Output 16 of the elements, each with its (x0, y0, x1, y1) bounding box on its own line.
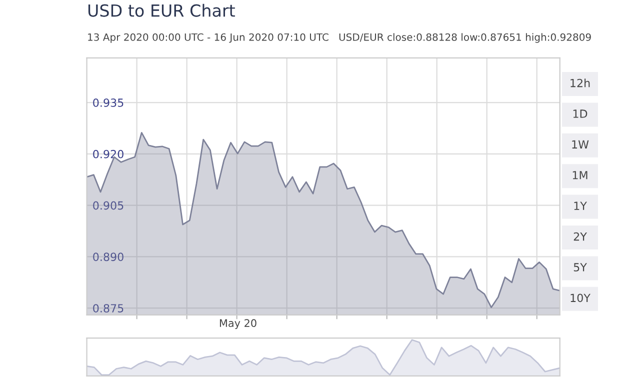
y-tick-label: 0.905 (93, 201, 124, 210)
text: 1M (572, 171, 588, 180)
text: 1W (572, 140, 589, 148)
text: 1Y (574, 202, 587, 210)
text: 12h (570, 78, 590, 88)
y-tick-label: 0.935 (93, 98, 124, 107)
y-tick-label: 0.890 (93, 252, 124, 262)
chart-subtitle: 13 Apr 2020 00:00 UTC - 16 Jun 2020 07:10 UTC USD/EUR close:0.88128 low:0.87651 high:0.92809 (88, 33, 591, 43)
text: May 20 (220, 319, 256, 330)
y-tick-label: 0.920 (93, 150, 124, 158)
text: 1D (573, 110, 588, 118)
y-tick-label: 0.875 (93, 304, 124, 312)
text: 10Y (570, 294, 590, 302)
chart-title: USD to EUR Chart (88, 4, 235, 17)
text: 2Y (574, 232, 587, 241)
text: 5Y (574, 263, 587, 272)
